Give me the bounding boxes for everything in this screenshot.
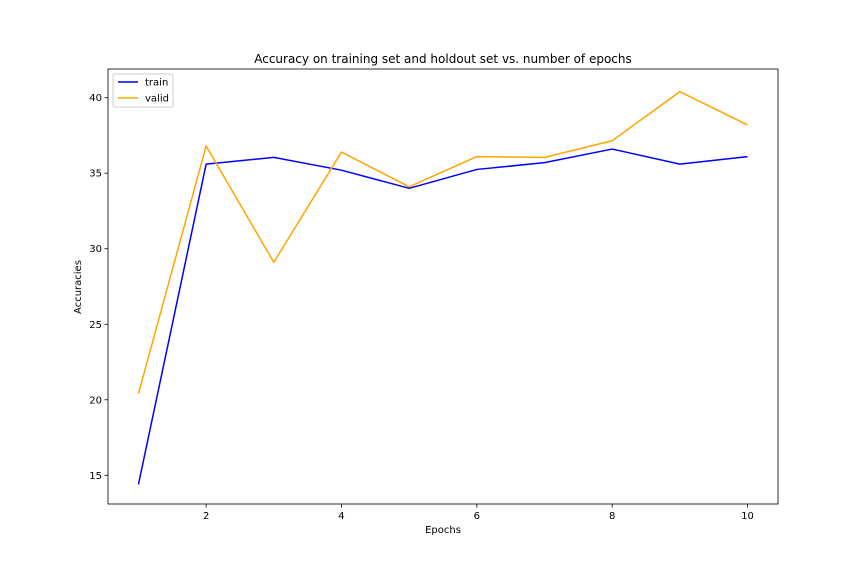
y-tick-label: 40	[89, 93, 102, 104]
legend: train valid	[112, 73, 174, 108]
x-tick-label: 4	[338, 511, 344, 522]
plot-area: 2 4 6 8 10 15 20 25 30 35 40	[89, 68, 779, 522]
x-tick-label: 2	[203, 511, 209, 522]
y-tick-label: 20	[89, 395, 102, 406]
y-tick-label: 15	[89, 471, 102, 482]
y-axis-label: Accuracies	[73, 260, 84, 314]
legend-label-train: train	[145, 78, 168, 89]
x-tick-label: 6	[474, 511, 480, 522]
y-axis-ticks: 15 20 25 30 35 40	[89, 93, 108, 482]
series-line-valid	[137, 90, 748, 394]
series-lines	[137, 90, 748, 485]
series-line-train	[137, 148, 748, 485]
y-tick-label: 35	[89, 169, 102, 180]
chart-title: Accuracy on training set and holdout set…	[254, 52, 632, 66]
plot-frame	[107, 68, 779, 505]
x-axis-label: Epochs	[425, 525, 461, 536]
legend-label-valid: valid	[145, 94, 169, 105]
y-tick-label: 30	[89, 244, 102, 255]
x-tick-label: 10	[741, 511, 754, 522]
y-tick-label: 25	[89, 320, 102, 331]
x-tick-label: 8	[609, 511, 615, 522]
x-axis-ticks: 2 4 6 8 10	[203, 504, 754, 522]
